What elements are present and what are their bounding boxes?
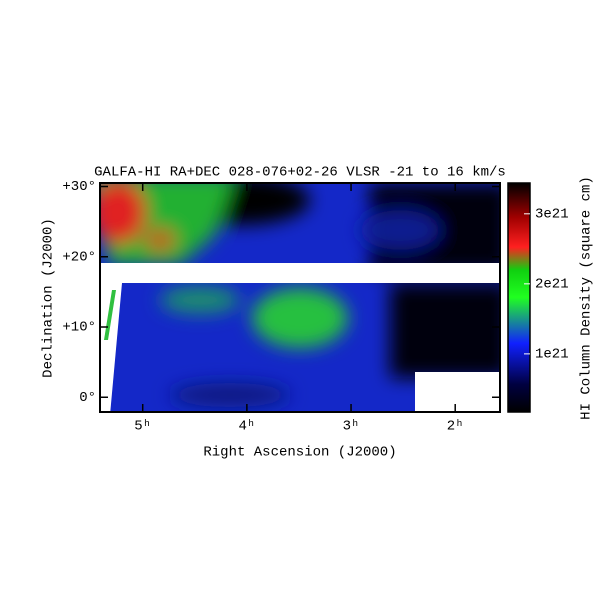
plot-frame [99, 182, 501, 413]
y-tick-label: +30° [62, 179, 96, 195]
colorbar-label: HI Column Density (square cm) [579, 176, 595, 420]
x-axis-label: Right Ascension (J2000) [203, 445, 396, 461]
colorbar-tick-label: 1e21 [535, 347, 569, 363]
chart-title: GALFA-HI RA+DEC 028-076+02-26 VLSR -21 t… [94, 165, 506, 181]
x-tick-label: 4ʰ [238, 419, 255, 435]
y-axis-label: Declination (J2000) [41, 218, 57, 378]
x-tick-label: 2ʰ [447, 419, 464, 435]
y-tick-label: +20° [62, 249, 96, 265]
x-tick-label: 3ʰ [343, 419, 360, 435]
colorbar [507, 182, 531, 413]
colorbar-tick-label: 2e21 [535, 277, 569, 293]
y-tick-label: +10° [62, 320, 96, 336]
sky-map [100, 183, 500, 412]
y-tick-label: 0° [79, 390, 96, 406]
x-tick-label: 5ʰ [134, 419, 151, 435]
colorbar-tick-label: 3e21 [535, 207, 569, 223]
